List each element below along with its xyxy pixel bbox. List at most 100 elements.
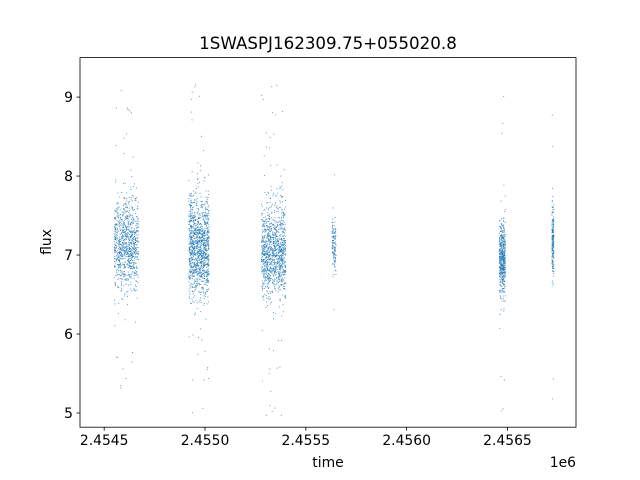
data-point bbox=[335, 244, 337, 246]
data-point bbox=[188, 194, 191, 196]
data-point bbox=[134, 257, 136, 259]
data-point bbox=[552, 146, 554, 148]
data-point bbox=[196, 231, 198, 234]
data-point bbox=[130, 284, 132, 286]
data-point bbox=[262, 241, 264, 243]
data-point bbox=[117, 207, 119, 209]
data-point bbox=[204, 229, 207, 231]
data-point bbox=[283, 240, 285, 242]
data-point bbox=[264, 286, 266, 288]
data-point bbox=[120, 217, 122, 219]
data-point bbox=[266, 228, 268, 230]
data-point bbox=[269, 262, 271, 264]
data-point bbox=[265, 245, 267, 247]
data-point bbox=[190, 277, 192, 279]
data-point bbox=[278, 257, 280, 259]
data-point bbox=[552, 212, 554, 214]
data-point bbox=[504, 300, 506, 302]
data-point bbox=[200, 205, 202, 207]
data-point bbox=[269, 276, 271, 278]
data-point bbox=[135, 286, 137, 288]
data-point bbox=[191, 171, 193, 173]
data-point bbox=[265, 230, 267, 232]
data-point bbox=[199, 275, 201, 277]
data-point bbox=[272, 268, 274, 270]
data-point bbox=[202, 262, 204, 264]
data-point bbox=[502, 243, 504, 245]
data-point bbox=[123, 211, 125, 213]
data-point bbox=[121, 230, 123, 232]
data-point bbox=[266, 251, 268, 253]
data-point bbox=[279, 263, 281, 265]
data-point bbox=[118, 242, 120, 244]
data-point bbox=[284, 297, 287, 299]
data-point bbox=[266, 250, 268, 252]
data-point bbox=[504, 209, 506, 211]
data-point bbox=[117, 285, 119, 287]
data-point bbox=[136, 197, 138, 199]
data-point bbox=[263, 282, 265, 284]
data-point bbox=[262, 229, 264, 231]
data-point bbox=[281, 239, 284, 241]
data-point bbox=[278, 253, 280, 255]
data-point bbox=[267, 217, 269, 219]
data-point bbox=[261, 330, 263, 332]
data-point bbox=[204, 227, 206, 229]
data-point bbox=[128, 266, 130, 269]
data-point bbox=[114, 209, 116, 211]
data-point bbox=[280, 275, 282, 277]
data-point bbox=[277, 252, 279, 254]
data-point bbox=[129, 276, 131, 278]
data-point bbox=[134, 289, 136, 292]
data-point bbox=[117, 256, 119, 258]
data-point bbox=[124, 239, 126, 241]
data-point bbox=[204, 231, 206, 233]
data-point bbox=[264, 269, 266, 271]
data-point bbox=[198, 291, 200, 293]
data-point bbox=[114, 218, 116, 220]
data-point bbox=[267, 212, 269, 214]
data-point bbox=[123, 220, 126, 222]
data-point bbox=[281, 256, 283, 258]
data-point bbox=[551, 210, 553, 212]
data-point bbox=[267, 250, 269, 253]
data-point bbox=[122, 237, 124, 239]
data-point bbox=[284, 261, 286, 263]
data-point bbox=[207, 217, 209, 219]
data-point bbox=[122, 214, 124, 216]
data-point bbox=[197, 261, 199, 263]
data-point bbox=[268, 243, 270, 245]
data-point bbox=[188, 201, 190, 203]
data-point bbox=[189, 264, 191, 266]
data-point bbox=[198, 223, 201, 225]
data-point bbox=[118, 239, 120, 241]
data-point bbox=[332, 275, 334, 277]
data-point bbox=[552, 275, 555, 277]
data-point bbox=[135, 253, 137, 255]
data-point bbox=[190, 245, 192, 247]
data-point bbox=[137, 247, 139, 249]
data-point bbox=[261, 205, 263, 207]
data-point bbox=[191, 264, 193, 266]
data-point bbox=[262, 225, 264, 227]
data-point bbox=[267, 293, 269, 295]
data-point bbox=[280, 276, 282, 278]
data-point bbox=[208, 205, 210, 207]
data-point bbox=[122, 227, 124, 229]
data-point bbox=[261, 249, 263, 251]
data-point bbox=[501, 253, 503, 255]
data-point bbox=[194, 312, 196, 314]
data-point bbox=[272, 112, 274, 114]
data-point bbox=[271, 249, 273, 251]
data-point bbox=[208, 214, 210, 216]
data-point bbox=[269, 223, 271, 225]
data-point bbox=[274, 288, 276, 290]
data-point bbox=[499, 269, 501, 271]
data-point bbox=[188, 289, 190, 291]
data-point bbox=[194, 228, 196, 230]
data-point bbox=[201, 206, 203, 208]
data-point bbox=[116, 237, 118, 239]
data-point bbox=[207, 244, 209, 247]
data-point bbox=[282, 243, 284, 245]
data-point bbox=[207, 265, 209, 267]
